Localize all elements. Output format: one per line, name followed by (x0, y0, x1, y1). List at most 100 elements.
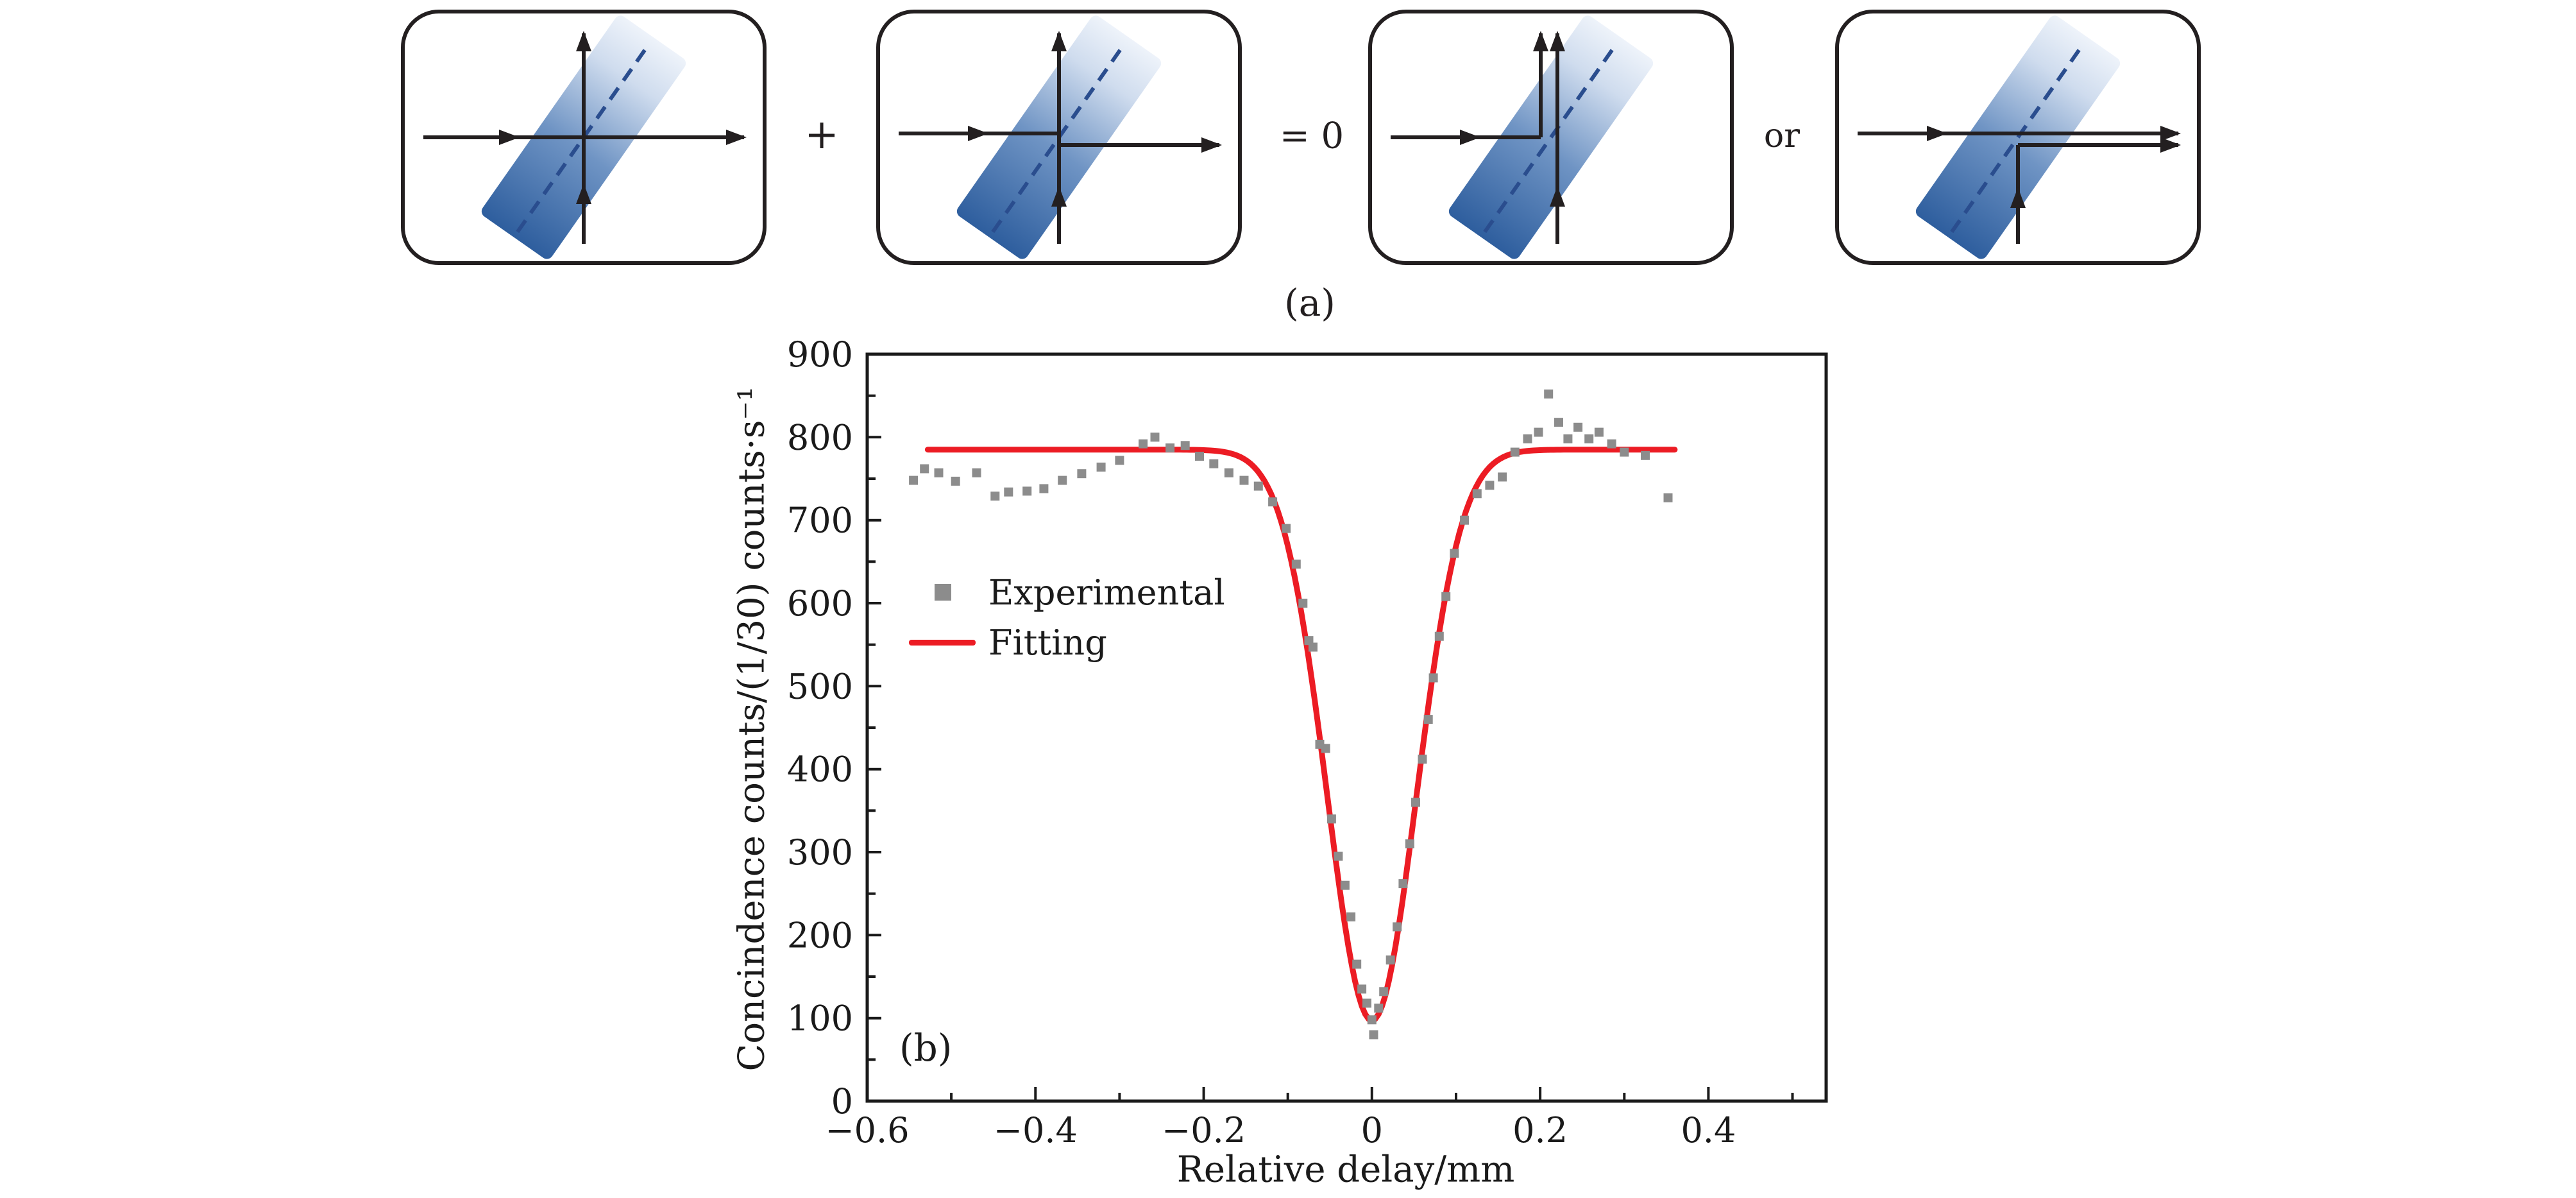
data-point (1039, 484, 1049, 493)
y-tick-label: 300 (787, 832, 853, 873)
data-point (1620, 447, 1629, 457)
legend-row-fitting: Fitting (909, 617, 1225, 667)
data-point (1352, 959, 1362, 969)
plot-border (865, 352, 1828, 1103)
x-tick-label: −0.6 (825, 1110, 909, 1151)
data-point (1450, 549, 1459, 558)
beam-splitter (1448, 15, 1654, 259)
arrowhead-icon (1533, 31, 1548, 51)
arrowhead-icon (2010, 187, 2026, 208)
data-point (972, 468, 981, 477)
y-tick-label: 800 (787, 417, 853, 458)
data-point (1239, 475, 1249, 485)
axis-ticks (866, 353, 1794, 1102)
caption-b: (b) (899, 1026, 953, 1070)
x-tick-label: 0.2 (1513, 1110, 1568, 1151)
data-point (1180, 441, 1190, 450)
operator-plus: + (804, 111, 839, 158)
data-point (1428, 673, 1438, 683)
data-point (1641, 450, 1650, 460)
beam-splitter-diagram-1 (401, 10, 767, 265)
data-point (951, 476, 960, 486)
data-point (1346, 912, 1356, 921)
legend-row-experimental: Experimental (909, 567, 1225, 617)
x-tick-label: 0 (1361, 1110, 1383, 1151)
data-point (1423, 715, 1433, 724)
data-point (1405, 839, 1414, 849)
data-point (1523, 434, 1532, 443)
y-tick-label: 500 (787, 666, 853, 706)
data-point (909, 475, 919, 485)
tick-labels: −0.6 −0.4 −0.2 0 0.2 0.4 0 100 200 300 400 500 600 70… (787, 336, 1736, 1151)
data-point (1165, 443, 1175, 453)
data-point (1554, 418, 1563, 427)
data-point (1195, 452, 1204, 461)
data-point (1004, 487, 1013, 497)
data-point (1367, 1015, 1377, 1025)
data-point (1022, 486, 1032, 496)
data-point (1340, 880, 1350, 890)
data-point (1398, 879, 1408, 889)
data-point (1544, 389, 1554, 399)
operator-or: or (1763, 117, 1801, 155)
data-point (1139, 439, 1148, 449)
data-point (1282, 524, 1291, 533)
arrowhead-icon (576, 184, 591, 204)
data-point (1534, 427, 1543, 437)
data-point (1291, 560, 1301, 569)
arrowhead-icon (1051, 186, 1067, 207)
data-point (1385, 955, 1395, 965)
data-point (1309, 642, 1318, 652)
chart: −0.6 −0.4 −0.2 0 0.2 0.4 0 100 200 300 400 500 600 70… (725, 336, 1879, 1198)
hom-dip-plot: −0.6 −0.4 −0.2 0 0.2 0.4 0 100 200 300 400 500 600 70… (787, 336, 1828, 1151)
experimental-marker-icon (935, 584, 951, 601)
data-point (1374, 1004, 1384, 1013)
x-axis-label: Relative delay/mm (1176, 1149, 1515, 1191)
data-point (1268, 497, 1278, 507)
experimental-points (909, 389, 1673, 1040)
arrowhead-icon (1550, 186, 1565, 207)
arrowhead-icon (1927, 126, 1947, 141)
arrowhead-icon (2160, 126, 2181, 141)
data-point (1150, 432, 1160, 442)
data-point (1321, 744, 1330, 753)
data-point (1253, 481, 1263, 491)
data-point (1434, 631, 1444, 641)
beam-splitter-diagram-3 (1368, 10, 1734, 265)
beam-splitter-diagram-4 (1835, 10, 2201, 265)
data-point (1326, 814, 1336, 824)
fitting-line-icon (909, 639, 976, 646)
y-tick-label: 700 (787, 501, 853, 541)
operator-equals-zero: = 0 (1279, 115, 1344, 157)
arrowhead-icon (968, 126, 988, 141)
data-point (1362, 998, 1371, 1008)
arrowhead-icon (1051, 31, 1067, 51)
y-tick-label: 100 (787, 998, 853, 1039)
arrowhead-icon (726, 130, 747, 145)
data-point (1472, 489, 1482, 499)
data-point (1584, 434, 1594, 443)
chart-legend: Experimental Fitting (909, 567, 1225, 667)
x-tick-label: −0.2 (1162, 1110, 1246, 1151)
data-point (1369, 1030, 1378, 1040)
arrowhead-icon (2160, 137, 2181, 153)
data-point (1058, 475, 1067, 485)
data-point (1594, 427, 1604, 437)
data-point (1498, 472, 1507, 482)
y-tick-label: 0 (831, 1081, 853, 1122)
x-tick-label: 0.4 (1681, 1110, 1736, 1151)
legend-label-fitting: Fitting (988, 622, 1107, 663)
data-point (1096, 462, 1106, 472)
data-point (1460, 515, 1470, 525)
beam-splitter (1915, 15, 2121, 259)
data-point (1209, 459, 1219, 468)
data-point (1077, 469, 1087, 479)
legend-label-experimental: Experimental (988, 572, 1225, 613)
bs-panel-transmit-transmit (400, 9, 767, 266)
arrowhead-icon (1201, 137, 1222, 153)
data-point (1573, 422, 1583, 432)
y-tick-label: 200 (787, 915, 853, 955)
data-point (1663, 493, 1673, 502)
x-tick-label: −0.4 (994, 1110, 1078, 1151)
y-tick-label: 900 (787, 336, 853, 375)
